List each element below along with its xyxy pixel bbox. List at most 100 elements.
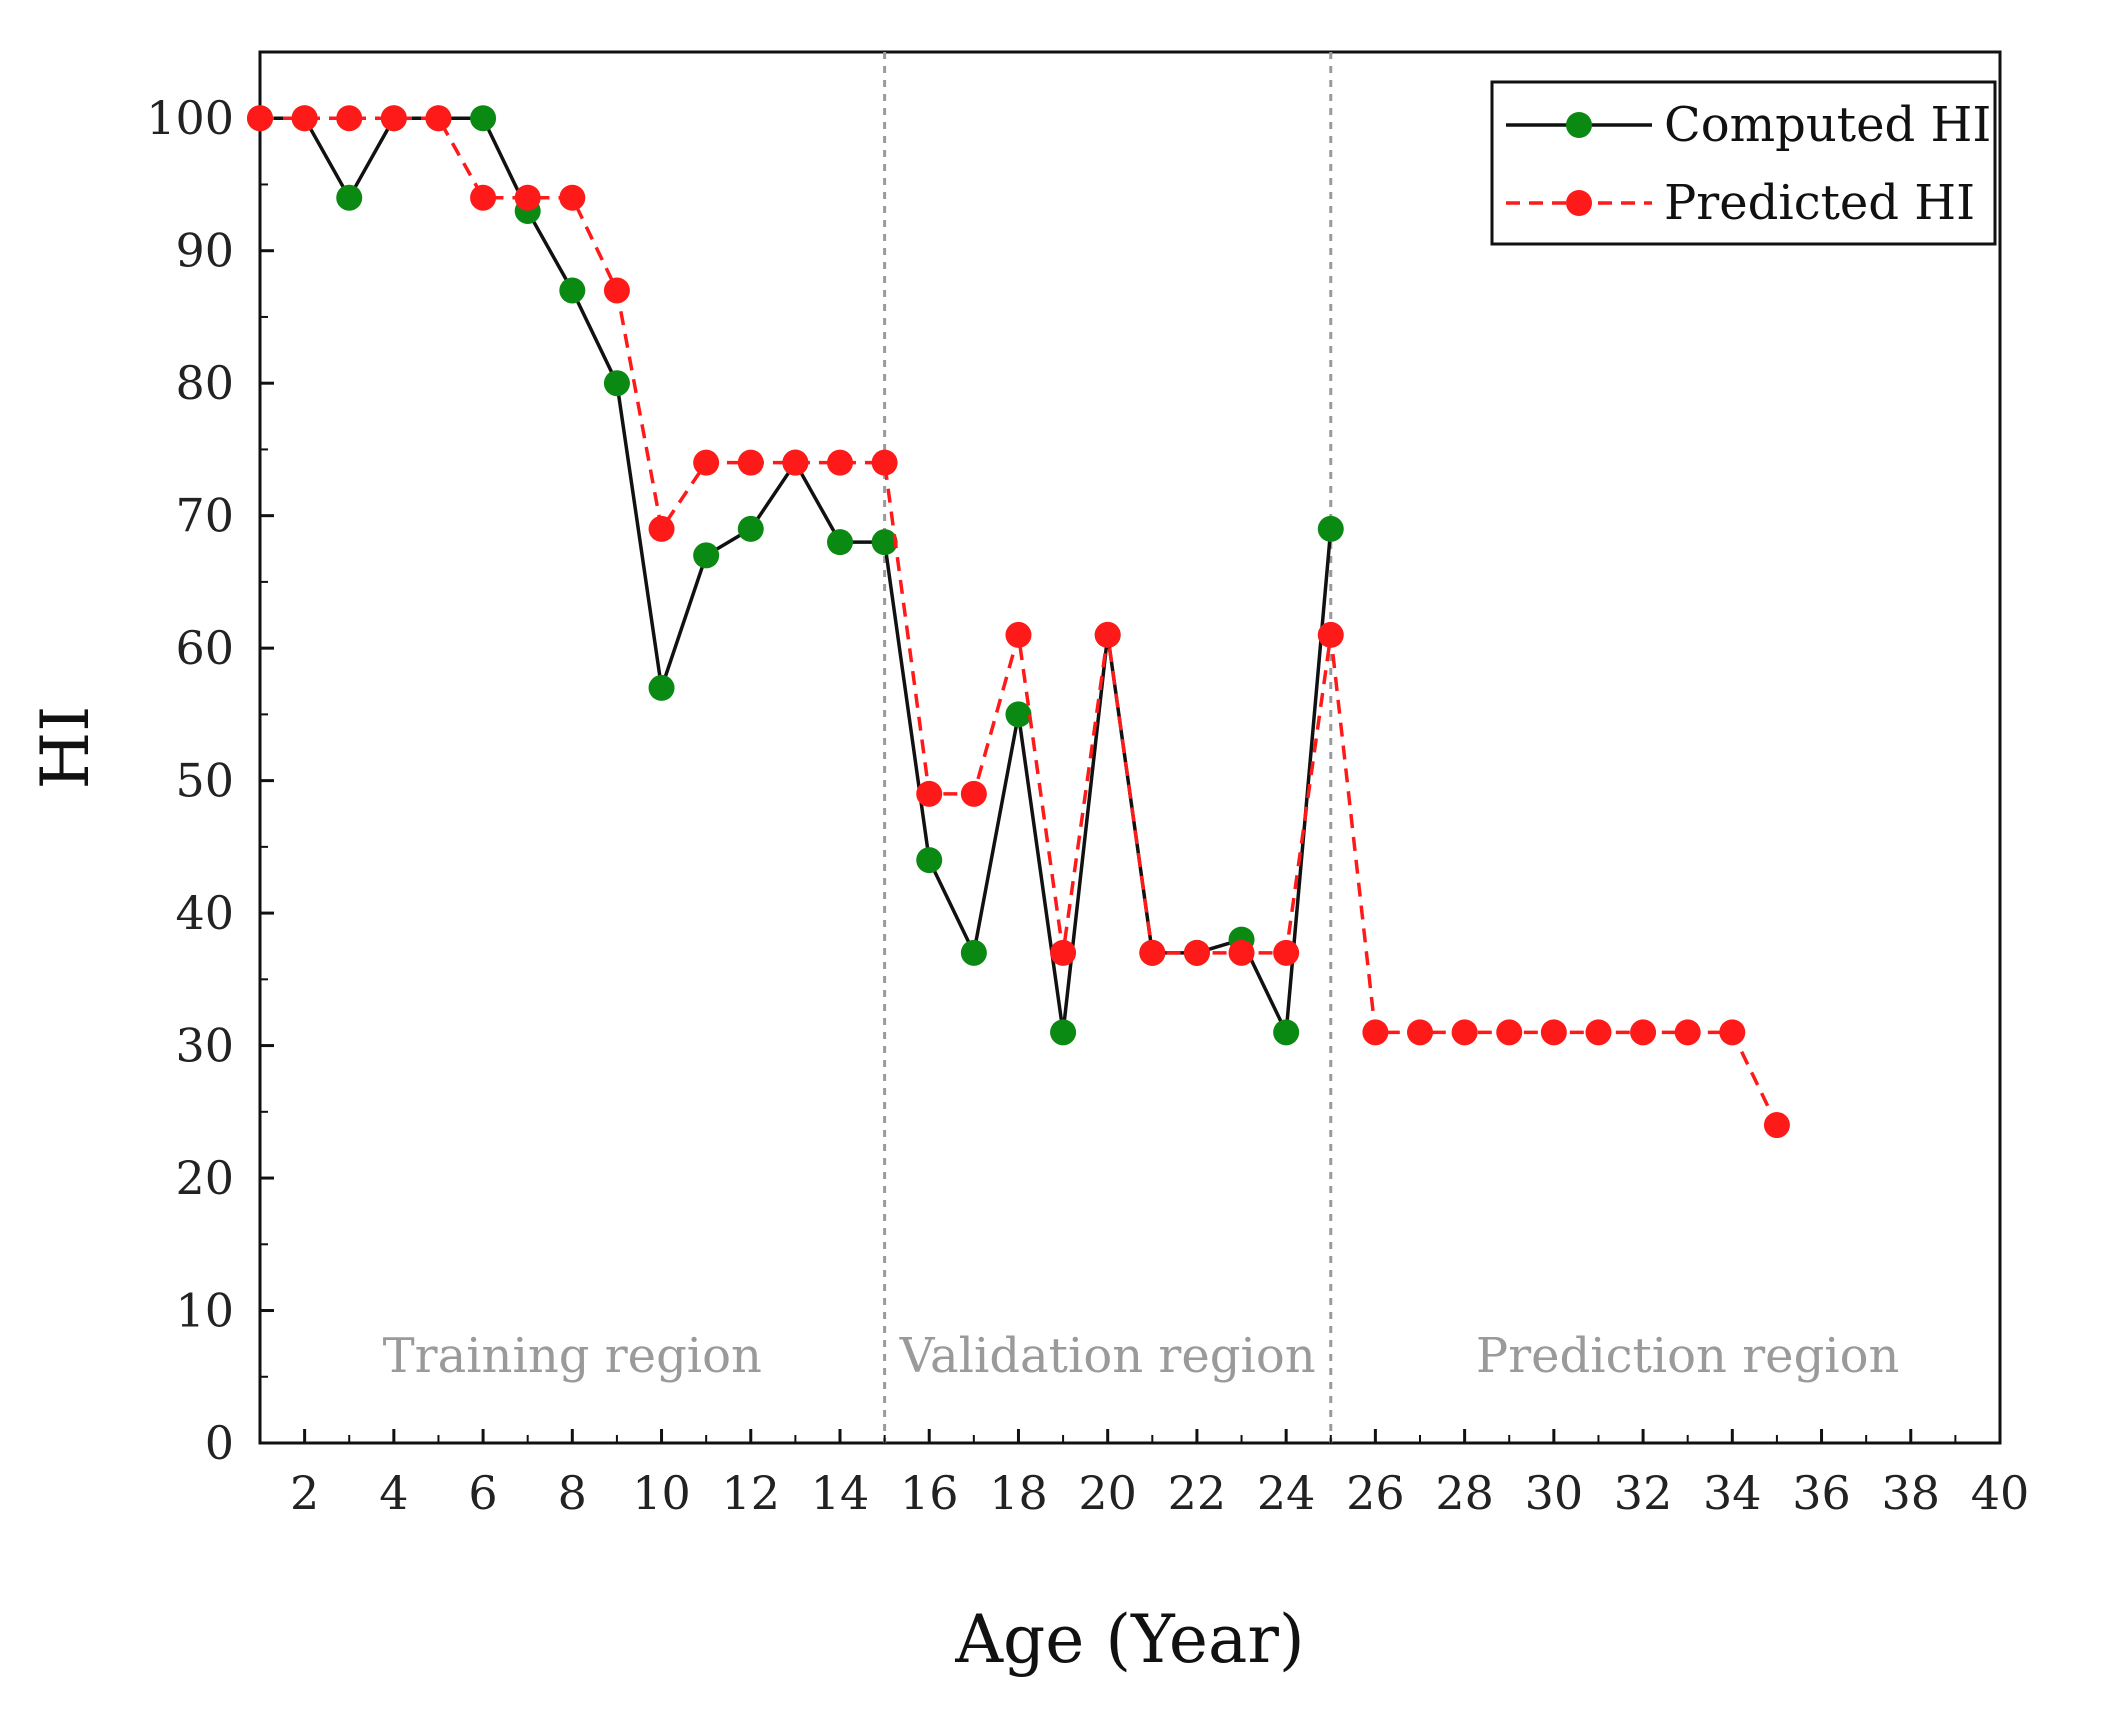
x-tick-label: 40	[1971, 1466, 2030, 1520]
predicted-hi-point	[1585, 1019, 1612, 1046]
computed-hi-point	[871, 529, 898, 556]
computed-hi-point	[827, 529, 853, 556]
computed-hi-point	[648, 674, 675, 701]
predicted-hi-point	[1451, 1019, 1478, 1046]
predicted-hi-point	[916, 780, 943, 807]
y-axis-title: HI	[27, 706, 104, 790]
predicted-hi-point	[1540, 1019, 1567, 1046]
predicted-hi-point	[1630, 1019, 1657, 1046]
predicted-hi-point	[1183, 939, 1210, 966]
x-tick-label: 36	[1792, 1466, 1851, 1520]
predicted-hi-point	[247, 105, 273, 132]
computed-hi-point	[1273, 1019, 1300, 1046]
y-tick-label: 50	[175, 754, 234, 808]
region-label: Training region	[383, 1328, 762, 1384]
predicted-hi-point	[514, 184, 541, 211]
x-tick-label: 6	[468, 1466, 497, 1520]
x-tick-label: 20	[1078, 1466, 1137, 1520]
x-tick-label: 12	[721, 1466, 780, 1520]
x-tick-label: 10	[632, 1466, 691, 1520]
predicted-hi-point	[648, 515, 675, 542]
y-tick-label: 10	[175, 1284, 234, 1338]
x-tick-label: 38	[1881, 1466, 1940, 1520]
y-tick-label: 40	[175, 886, 234, 940]
predicted-hi-point	[1317, 621, 1344, 648]
y-tick-label: 0	[205, 1416, 234, 1470]
y-tick-label: 90	[175, 224, 234, 278]
x-tick-label: 18	[989, 1466, 1048, 1520]
predicted-hi-point	[827, 449, 853, 476]
predicted-hi-point	[559, 184, 586, 211]
x-tick-label: 28	[1435, 1466, 1494, 1520]
computed-hi-point	[1005, 701, 1032, 728]
predicted-hi-point	[1094, 621, 1121, 648]
predicted-hi-line	[260, 116, 1779, 1126]
plot-area	[258, 50, 2002, 1445]
computed-hi-point	[1050, 1019, 1077, 1046]
predicted-hi-point	[1763, 1112, 1790, 1139]
predicted-hi-point	[782, 449, 809, 476]
predicted-hi-point	[336, 105, 363, 132]
x-tick-label: 2	[290, 1466, 319, 1520]
predicted-hi-point	[1228, 939, 1255, 966]
legend-predicted-marker	[1566, 190, 1592, 216]
predicted-hi-point	[1139, 939, 1166, 966]
x-tick-label: 24	[1257, 1466, 1316, 1520]
computed-hi-point	[1317, 515, 1344, 542]
y-tick-label: 80	[175, 356, 234, 410]
region-dividers	[883, 52, 1333, 1443]
predicted-hi-point	[1362, 1019, 1389, 1046]
legend: Computed HI Predicted HI	[1490, 80, 1997, 246]
computed-hi-point	[693, 542, 720, 569]
computed-hi-point	[559, 277, 586, 304]
y-tick-label: 70	[175, 489, 234, 543]
predicted-hi-point	[1496, 1019, 1523, 1046]
x-tick-label: 32	[1614, 1466, 1673, 1520]
predicted-hi-point	[1273, 939, 1300, 966]
y-tick-label: 100	[146, 91, 234, 145]
x-tick-label: 8	[558, 1466, 587, 1520]
legend-computed-marker	[1566, 112, 1592, 138]
x-axis-title: Age (Year)	[954, 1601, 1304, 1678]
predicted-hi-point	[1719, 1019, 1746, 1046]
predicted-hi-point	[603, 277, 630, 304]
computed-hi-point	[916, 847, 943, 874]
region-label: Validation region	[899, 1328, 1316, 1384]
y-tick-label: 30	[175, 1019, 234, 1073]
x-tick-label: 26	[1346, 1466, 1405, 1520]
plot-frame	[258, 50, 2002, 1445]
predicted-hi-point	[960, 780, 987, 807]
legend-computed-label: Computed HI	[1664, 97, 1991, 153]
series-layer	[247, 105, 1790, 1139]
predicted-hi-point	[380, 105, 407, 132]
y-tick-label: 60	[175, 621, 234, 675]
predicted-hi-point	[693, 449, 720, 476]
computed-hi-point	[737, 515, 764, 542]
y-tick-label: 20	[175, 1151, 234, 1205]
computed-hi-point	[603, 370, 630, 397]
x-tick-label: 14	[811, 1466, 870, 1520]
x-tick-label: 4	[379, 1466, 408, 1520]
predicted-hi-point	[1005, 621, 1032, 648]
x-tick-label: 22	[1168, 1466, 1227, 1520]
predicted-hi-point	[291, 105, 318, 132]
predicted-hi-point	[737, 449, 764, 476]
legend-box	[1490, 80, 1997, 246]
predicted-hi-point	[871, 449, 898, 476]
predicted-hi-point	[1674, 1019, 1701, 1046]
x-tick-label: 16	[900, 1466, 959, 1520]
region-labels: Training region Validation region Predicti…	[383, 1328, 1900, 1384]
computed-hi-point	[960, 939, 987, 966]
predicted-hi-point	[470, 184, 497, 211]
region-label: Prediction region	[1476, 1328, 1900, 1384]
legend-predicted-label: Predicted HI	[1664, 175, 1975, 231]
computed-hi-point	[470, 105, 497, 132]
x-tick-label: 34	[1703, 1466, 1762, 1520]
predicted-hi-point	[1407, 1019, 1433, 1046]
computed-hi-line	[260, 116, 1333, 1039]
computed-hi-point	[336, 184, 363, 211]
x-tick-label: 30	[1525, 1466, 1584, 1520]
predicted-hi-point	[425, 105, 452, 132]
